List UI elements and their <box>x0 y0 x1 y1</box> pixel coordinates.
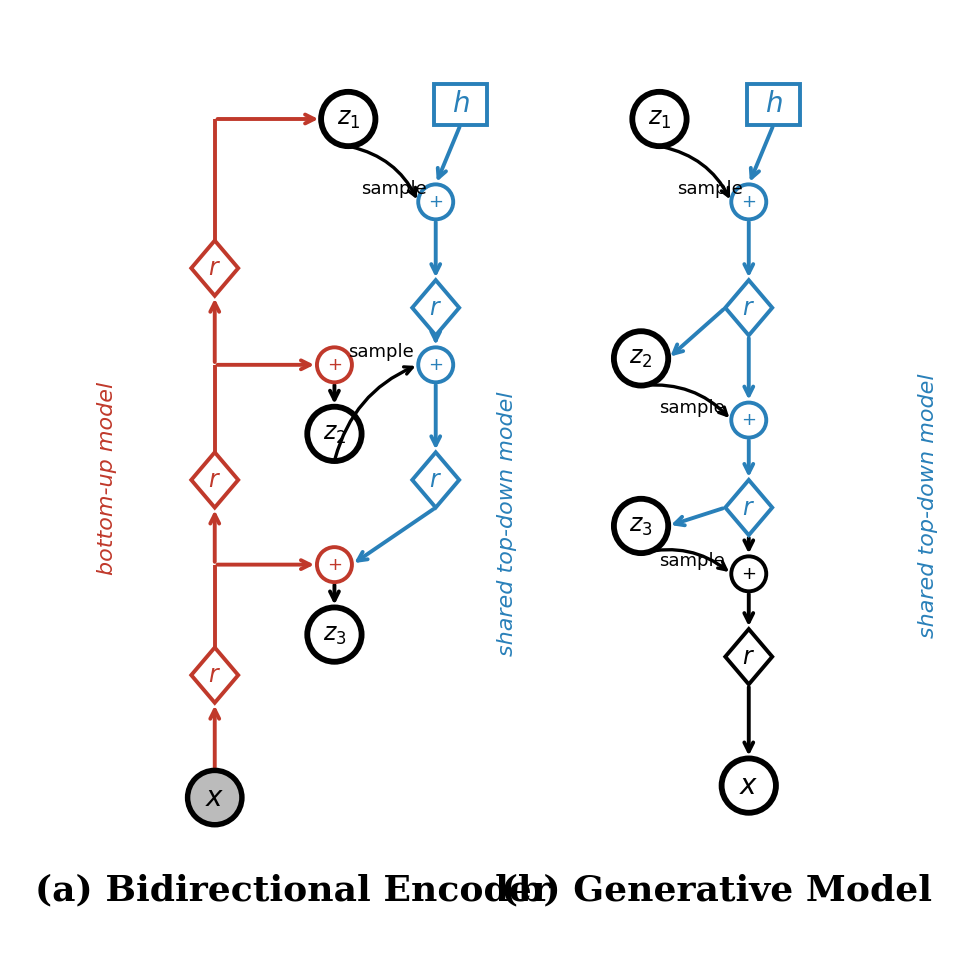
Text: $h$: $h$ <box>765 90 782 118</box>
Text: sample: sample <box>659 553 724 570</box>
Polygon shape <box>725 629 772 684</box>
Text: $+$: $+$ <box>428 355 443 374</box>
Text: $+$: $+$ <box>428 193 443 211</box>
Text: $h$: $h$ <box>452 90 469 118</box>
Text: $z_3$: $z_3$ <box>323 623 346 647</box>
Text: sample: sample <box>677 180 743 198</box>
Circle shape <box>317 348 352 382</box>
Text: $r$: $r$ <box>430 468 442 491</box>
Circle shape <box>307 407 362 461</box>
Circle shape <box>321 92 375 147</box>
Polygon shape <box>191 240 238 296</box>
Circle shape <box>614 331 668 385</box>
Text: $z_2$: $z_2$ <box>630 347 653 371</box>
Circle shape <box>731 557 766 591</box>
Text: $r$: $r$ <box>743 296 755 320</box>
Text: sample: sample <box>659 399 724 417</box>
Polygon shape <box>412 280 459 335</box>
Polygon shape <box>725 280 772 335</box>
Text: shared top-down model: shared top-down model <box>919 374 938 638</box>
Polygon shape <box>191 648 238 703</box>
Circle shape <box>188 770 242 825</box>
Text: $r$: $r$ <box>430 296 442 320</box>
Polygon shape <box>725 480 772 536</box>
Text: $x$: $x$ <box>739 771 758 800</box>
Text: (a) Bidirectional Encoder: (a) Bidirectional Encoder <box>35 874 551 907</box>
Text: sample: sample <box>362 180 427 198</box>
Text: $+$: $+$ <box>742 565 756 582</box>
Text: sample: sample <box>348 344 413 361</box>
Circle shape <box>418 348 453 382</box>
Circle shape <box>307 607 362 662</box>
Text: $r$: $r$ <box>743 645 755 669</box>
Polygon shape <box>412 452 459 508</box>
Text: $x$: $x$ <box>205 784 225 811</box>
Text: shared top-down model: shared top-down model <box>497 392 516 656</box>
FancyBboxPatch shape <box>434 84 487 125</box>
Circle shape <box>418 184 453 219</box>
Circle shape <box>731 402 766 438</box>
Text: $r$: $r$ <box>208 663 222 687</box>
Text: bottom-up model: bottom-up model <box>97 381 117 575</box>
Circle shape <box>317 547 352 582</box>
Circle shape <box>721 759 776 812</box>
Polygon shape <box>191 452 238 508</box>
Text: $r$: $r$ <box>208 256 222 280</box>
FancyBboxPatch shape <box>746 84 800 125</box>
Circle shape <box>614 499 668 553</box>
Text: $+$: $+$ <box>742 193 756 211</box>
Text: $+$: $+$ <box>327 355 342 374</box>
Text: $z_1$: $z_1$ <box>336 107 360 131</box>
Text: $r$: $r$ <box>743 495 755 519</box>
Text: $z_3$: $z_3$ <box>629 513 653 538</box>
Text: $z_1$: $z_1$ <box>647 107 671 131</box>
Circle shape <box>731 184 766 219</box>
Text: $r$: $r$ <box>208 468 222 491</box>
Text: $+$: $+$ <box>327 556 342 574</box>
Text: (b) Generative Model: (b) Generative Model <box>501 874 932 907</box>
Text: $z_2$: $z_2$ <box>323 422 346 445</box>
Circle shape <box>633 92 686 147</box>
Text: $+$: $+$ <box>742 411 756 429</box>
